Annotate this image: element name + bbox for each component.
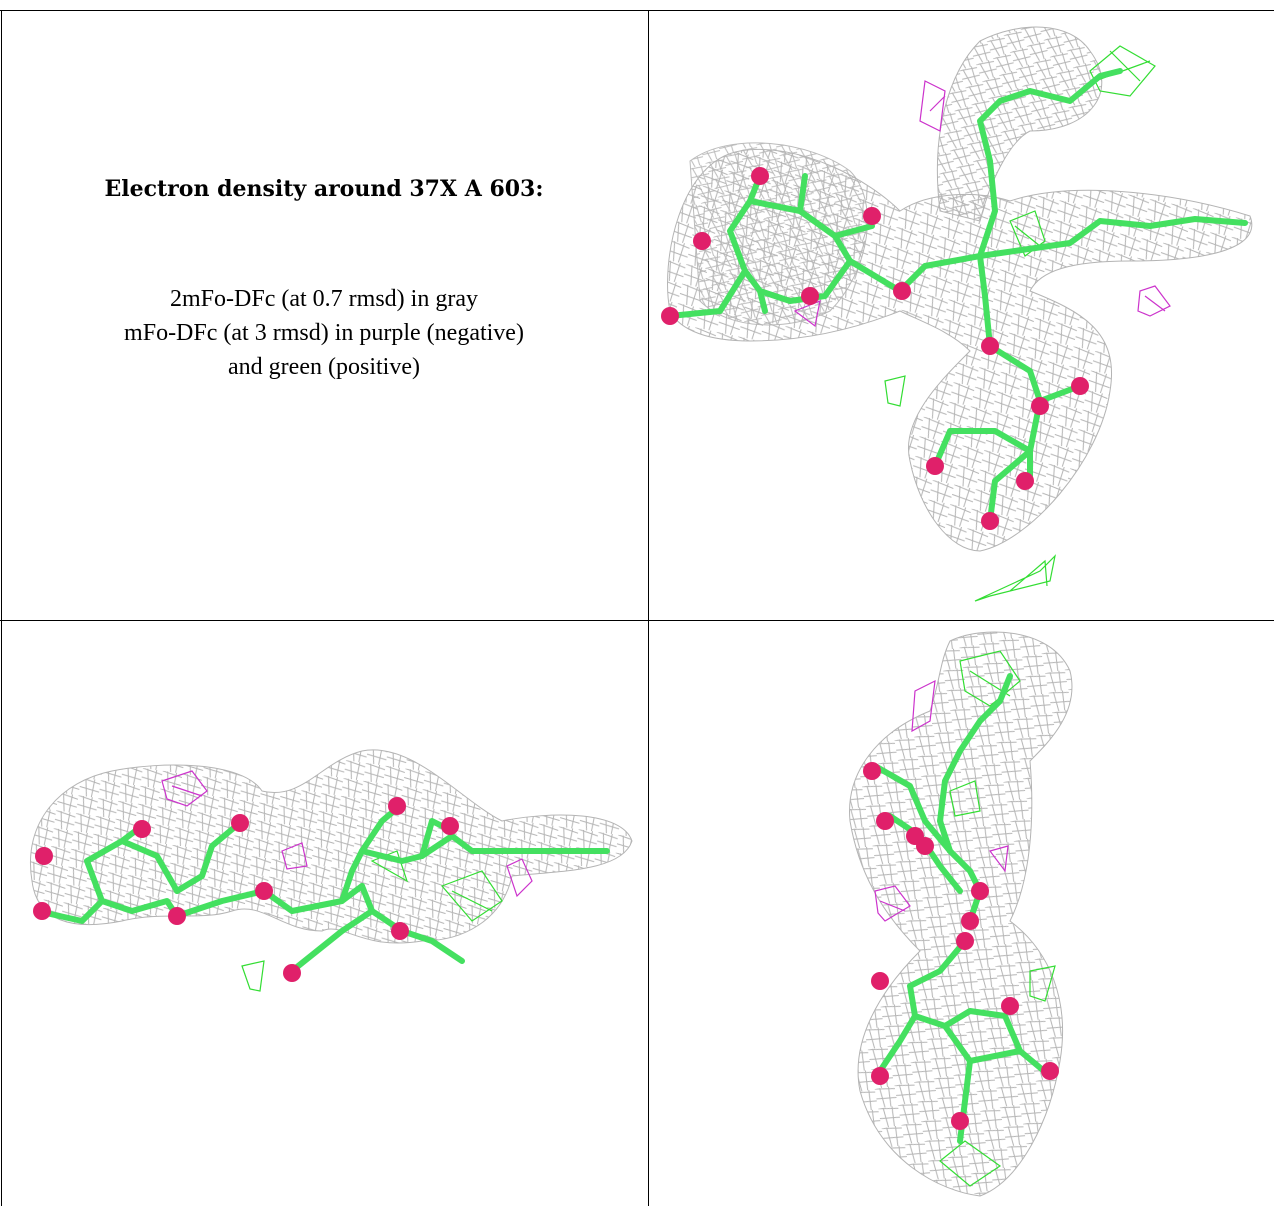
negative-difference-density [161,770,533,898]
border-middle-horizontal [0,620,1274,621]
2fofc-mesh [849,631,1073,1197]
density-view-bottom-right [650,621,1274,1206]
caption-line-2fofc: 2mFo-DFc (at 0.7 rmsd) in gray [170,286,478,312]
density-view-3-svg [849,631,1073,1197]
border-left [1,10,2,1206]
density-view-2-svg [30,749,633,992]
caption-line-fofc-positive: and green (positive) [228,354,420,380]
caption-title: Electron density around 37X A 603: [104,176,544,202]
border-middle-vertical [648,10,649,1206]
oxygen-atoms [863,762,1059,1130]
density-view-bottom-left [2,621,648,1206]
caption-cell: Electron density around 37X A 603: 2mFo-… [0,0,648,620]
negative-difference-density [793,80,1171,328]
2fofc-mesh [667,26,1253,552]
caption-line-fofc-negative: mFo-DFc (at 3 rmsd) in purple (negative) [124,320,524,346]
oxygen-atoms [661,167,1089,530]
ligand-bonds [34,803,610,974]
negative-difference-density [874,679,1009,922]
density-view-1-svg [661,26,1253,602]
density-view-top-right [650,11,1274,620]
border-top [0,10,1274,11]
ligand-bonds [667,68,1248,524]
oxygen-atoms [33,797,459,982]
2fofc-mesh [30,749,633,944]
